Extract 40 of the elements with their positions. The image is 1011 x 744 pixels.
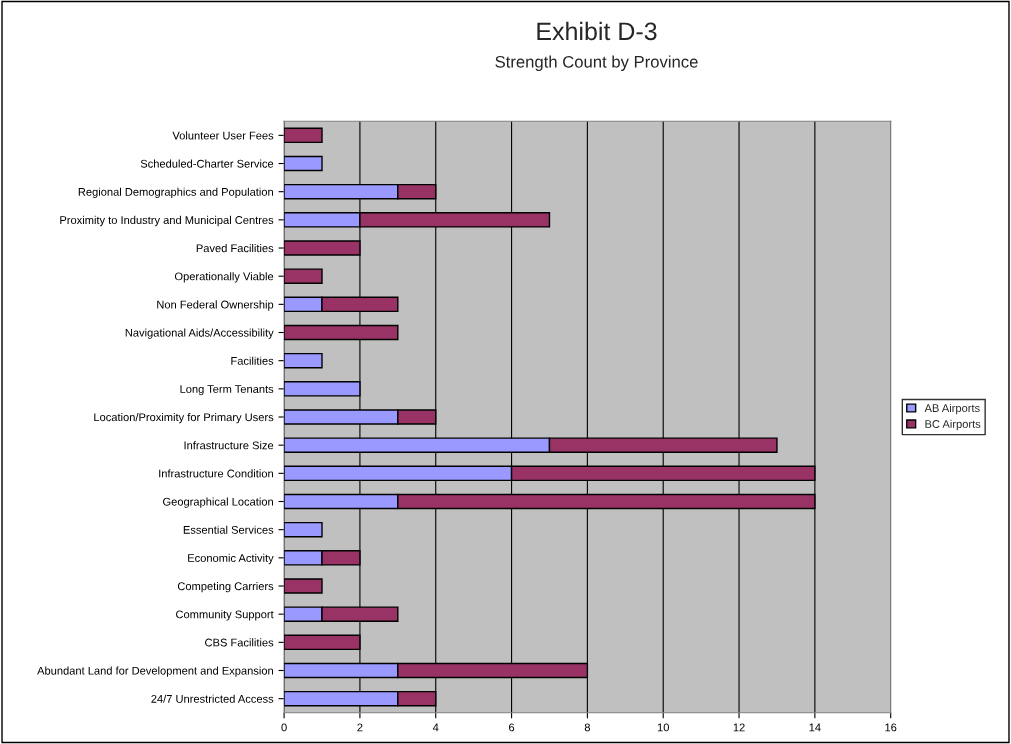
bar bbox=[284, 268, 323, 284]
x-tick-label: 6 bbox=[509, 723, 515, 732]
y-tick-label: Community Support bbox=[176, 610, 274, 621]
y-tick-label: Volunteer User Fees bbox=[172, 131, 274, 140]
y-tick-label: Geographical Location bbox=[163, 497, 273, 508]
y-tick-label: Non Federal Ownership bbox=[157, 300, 274, 311]
y-tick-label: Location/Proximity for Primary Users bbox=[94, 412, 274, 424]
x-tick-label: 16 bbox=[885, 723, 897, 732]
y-tick-label: 24/7 Unrestricted Access bbox=[151, 694, 274, 703]
legend-label: AB Airports bbox=[924, 403, 980, 415]
bar bbox=[284, 352, 323, 369]
y-tick-label: Paved Facilities bbox=[196, 243, 274, 253]
chart-title: Exhibit D-3 bbox=[537, 21, 657, 41]
legend-label: BC Airports bbox=[925, 419, 981, 431]
chart-subtitle: Strength Count by Province bbox=[495, 55, 698, 72]
y-tick-label: CBS Facilities bbox=[205, 638, 274, 647]
y-tick-label: Infrastructure Condition bbox=[159, 469, 273, 478]
x-tick-label: 4 bbox=[432, 723, 439, 732]
bar bbox=[284, 578, 323, 594]
y-tick-label: Proximity to Industry and Municipal Centres bbox=[60, 215, 274, 227]
y-tick-label: Regional Demographics and Population bbox=[78, 187, 273, 199]
y-tick-label: Scheduled-Charter Service bbox=[140, 159, 274, 168]
x-tick-label: 2 bbox=[357, 723, 363, 732]
bar bbox=[284, 127, 323, 144]
x-tick-label: 10 bbox=[657, 723, 669, 732]
bar bbox=[284, 155, 323, 172]
bar bbox=[284, 521, 323, 538]
y-tick-label: Navigational Aids/Accessibility bbox=[125, 328, 274, 339]
y-tick-label: Facilities bbox=[231, 356, 274, 365]
y-tick-label: Competing Carriers bbox=[177, 581, 274, 593]
y-tick-label: Infrastructure Size bbox=[184, 441, 274, 450]
x-tick-label: 14 bbox=[809, 723, 821, 732]
y-tick-label: Abundant Land for Development and Expansion bbox=[37, 666, 273, 677]
x-tick-label: 12 bbox=[733, 723, 745, 732]
y-tick-label: Operationally Viable bbox=[174, 272, 274, 283]
y-tick-label: Essential Services bbox=[183, 525, 274, 534]
x-tick-label: 0 bbox=[281, 723, 287, 732]
y-tick-label: Long Term Tenants bbox=[180, 385, 274, 396]
x-tick-label: 8 bbox=[584, 723, 590, 732]
y-tick-label: Economic Activity bbox=[188, 553, 274, 565]
